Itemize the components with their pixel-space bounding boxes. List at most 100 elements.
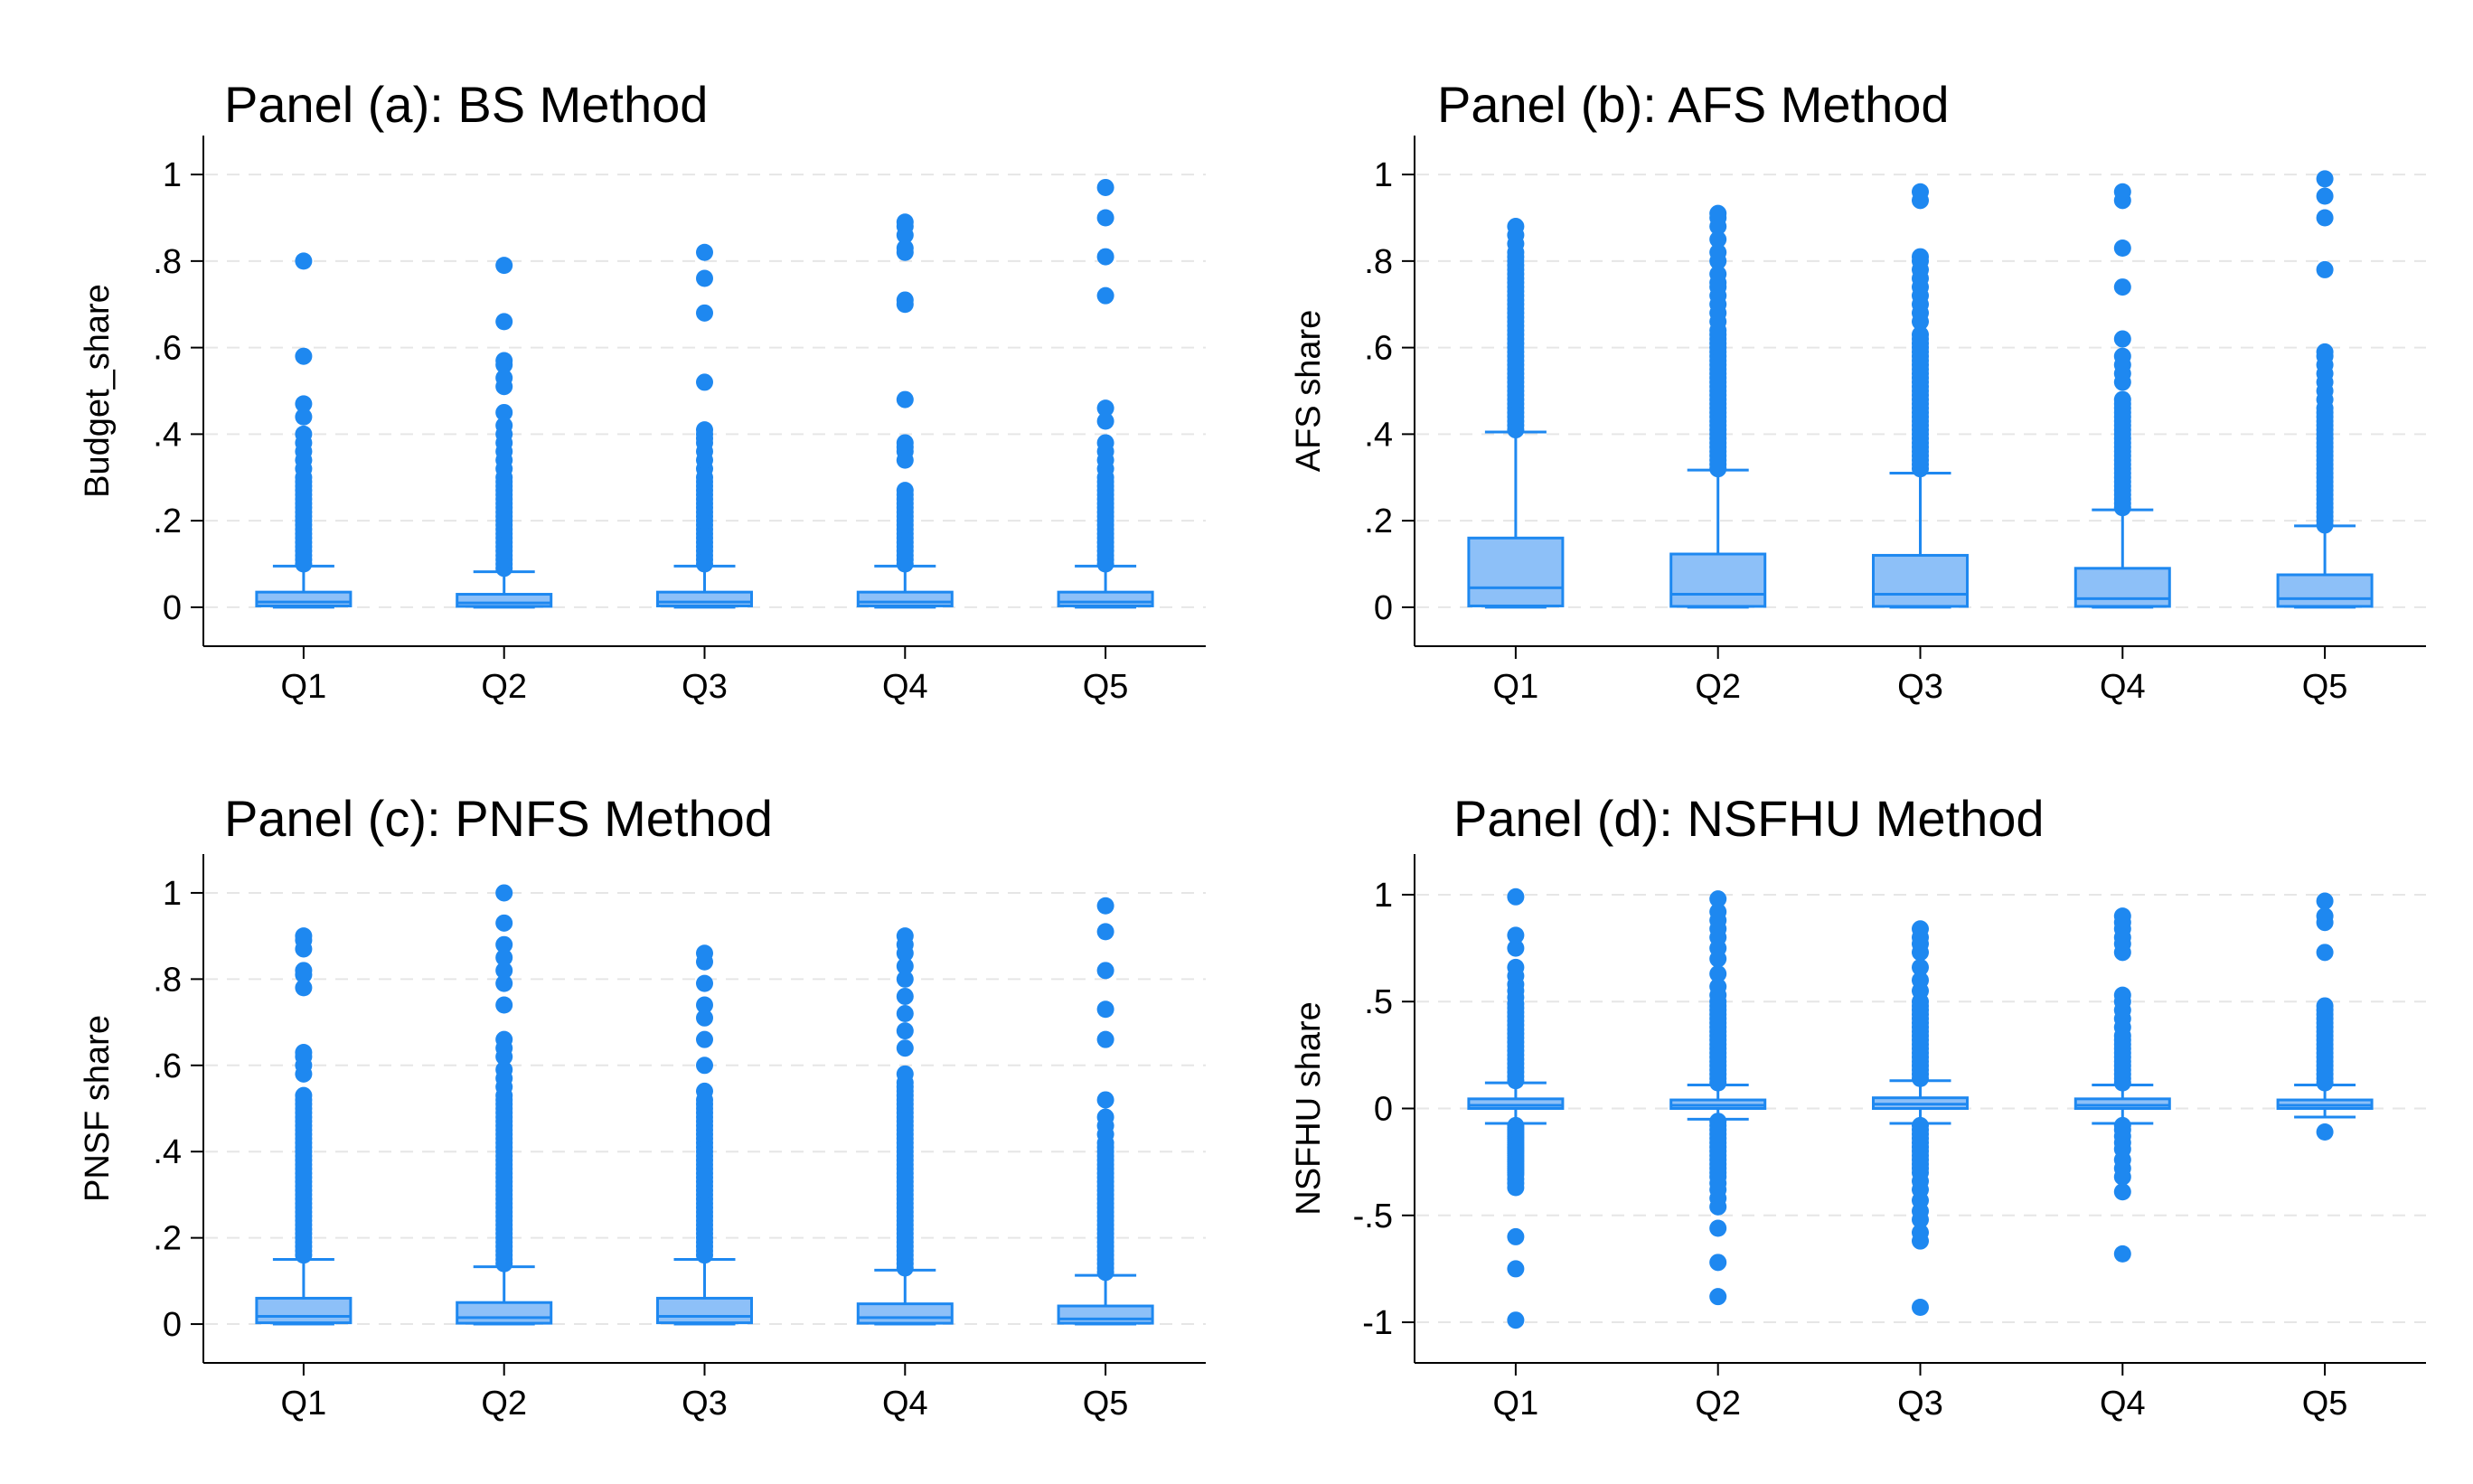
outlier-point: [495, 369, 513, 387]
outlier-point: [696, 974, 713, 992]
box-q4: [2073, 907, 2171, 1263]
outlier-point: [295, 927, 313, 945]
panel-title: Panel (c): PNFS Method: [224, 790, 773, 847]
x-tick-label: Q2: [1695, 668, 1741, 706]
y-tick-label: 0: [1374, 589, 1393, 627]
outlier-point: [896, 957, 914, 975]
y-tick-label: 1: [1374, 156, 1393, 194]
outlier-point: [2316, 187, 2334, 205]
outlier-point: [495, 962, 513, 980]
outlier-point: [1507, 1227, 1525, 1245]
outlier-point: [2113, 907, 2131, 925]
outlier-point: [2113, 986, 2131, 1004]
outlier-point: [2113, 347, 2131, 365]
outlier-point: [896, 1039, 914, 1057]
outlier-point: [2113, 1183, 2131, 1201]
outlier-point: [696, 421, 713, 439]
outlier-point: [896, 1022, 914, 1040]
outlier-point: [495, 996, 513, 1014]
outlier-point: [295, 979, 313, 997]
panel-3: Panel (c): PNFS Method 0 .2 .4 .6 .8 1 PNSF sha…: [79, 790, 1206, 1423]
outlier-point: [1507, 939, 1525, 957]
outlier-point: [295, 395, 313, 413]
outlier-point: [896, 390, 914, 409]
outlier-point: [1709, 243, 1727, 261]
box-q1: [255, 252, 353, 609]
outlier-point: [2316, 343, 2334, 361]
box-q1: [1467, 888, 1565, 1329]
outlier-point: [1507, 1179, 1525, 1197]
outlier-point: [1096, 286, 1114, 305]
y-tick-label: -1: [1362, 1304, 1393, 1342]
iqr-box: [1057, 590, 1154, 607]
outlier-point: [896, 987, 914, 1005]
iqr-box: [856, 590, 954, 607]
box-q3: [1872, 920, 1969, 1316]
outlier-point: [1096, 1091, 1114, 1109]
outlier-point: [1709, 1198, 1727, 1216]
outlier-point: [495, 1061, 513, 1079]
box-q2: [456, 257, 553, 609]
x-tick-label: Q3: [1897, 1385, 1943, 1423]
outlier-point: [1709, 1288, 1727, 1306]
outlier-point: [896, 970, 914, 988]
y-axis-label: Budget_share: [79, 284, 117, 498]
outlier-point: [696, 944, 713, 963]
outlier-point: [2113, 278, 2131, 296]
iqr-box: [255, 1296, 353, 1325]
outlier-point: [1912, 958, 1929, 976]
outlier-point: [1709, 1219, 1727, 1237]
outlier-point: [1096, 1108, 1114, 1126]
y-axis-label: NSFHU share: [1290, 1001, 1328, 1216]
iqr-box: [1057, 1304, 1154, 1325]
outlier-point: [2113, 390, 2131, 409]
panel-title: Panel (d): NSFHU Method: [1453, 790, 2045, 847]
y-tick-label: .6: [153, 1047, 182, 1085]
outlier-point: [2113, 183, 2131, 201]
outlier-point: [1709, 964, 1727, 982]
outlier-point: [295, 347, 313, 365]
box-q1: [255, 927, 353, 1326]
box-q2: [1669, 204, 1767, 609]
outlier-point: [1912, 1211, 1929, 1229]
iqr-box: [1467, 536, 1565, 607]
panels: Panel (a): BS Method 0 .2 .4 .6 .8 1 Budget_sha…: [79, 76, 2426, 1423]
outlier-point: [495, 1030, 513, 1048]
x-tick-label: Q2: [481, 668, 527, 706]
box-q3: [656, 243, 753, 609]
outlier-point: [696, 996, 713, 1014]
iqr-box: [1669, 552, 1767, 608]
outlier-point: [1096, 897, 1114, 915]
outlier-point: [1709, 230, 1727, 249]
outlier-point: [696, 1030, 713, 1048]
y-tick-label: .4: [153, 416, 182, 454]
box-q4: [856, 213, 954, 609]
outlier-point: [295, 1086, 313, 1104]
y-tick-label: 0: [163, 589, 182, 627]
outlier-point: [1096, 209, 1114, 227]
outlier-point: [1507, 926, 1525, 944]
outlier-point: [696, 243, 713, 261]
box-q3: [1872, 183, 1969, 609]
outlier-point: [696, 373, 713, 391]
outlier-point: [2316, 907, 2334, 925]
outlier-point: [1507, 1260, 1525, 1278]
outlier-point: [2113, 239, 2131, 257]
y-tick-label: .8: [153, 243, 182, 281]
outlier-point: [495, 884, 513, 902]
outlier-point: [1912, 920, 1929, 938]
x-tick-label: Q4: [882, 668, 928, 706]
y-tick-label: .8: [153, 961, 182, 999]
outlier-point: [495, 974, 513, 992]
x-tick-label: Q3: [682, 668, 728, 706]
y-tick-label: 1: [1374, 877, 1393, 915]
outlier-point: [696, 1082, 713, 1100]
outlier-point: [1912, 1298, 1929, 1316]
outlier-point: [896, 927, 914, 945]
x-tick-label: Q4: [882, 1385, 928, 1423]
iqr-box: [2073, 567, 2171, 608]
x-tick-label: Q2: [1695, 1385, 1741, 1423]
y-tick-label: 1: [163, 875, 182, 913]
outlier-point: [896, 291, 914, 309]
outlier-point: [1912, 325, 1929, 343]
